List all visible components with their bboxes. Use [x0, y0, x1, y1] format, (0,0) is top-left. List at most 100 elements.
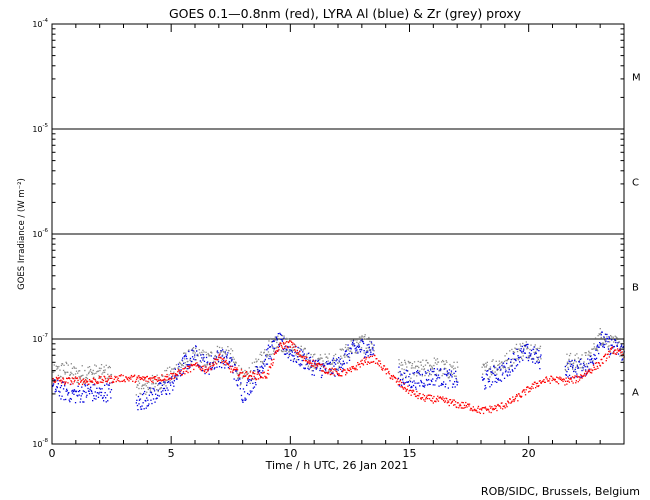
data-point — [347, 347, 349, 349]
data-point — [574, 368, 576, 371]
data-point — [101, 397, 104, 399]
data-point — [224, 367, 226, 369]
data-point — [321, 363, 323, 365]
data-point — [402, 377, 404, 380]
data-point — [582, 369, 585, 371]
data-point — [512, 352, 514, 354]
data-point — [603, 346, 605, 348]
data-point — [236, 370, 238, 372]
data-point — [158, 379, 160, 381]
data-point — [579, 377, 581, 379]
data-point — [95, 365, 97, 367]
data-point — [533, 346, 535, 348]
data-point — [525, 356, 527, 359]
data-point — [181, 359, 183, 361]
data-point — [536, 360, 538, 362]
data-point — [101, 378, 103, 381]
data-point — [222, 354, 224, 356]
data-point — [361, 335, 363, 337]
data-point — [57, 377, 59, 379]
data-point — [60, 376, 62, 378]
data-point — [342, 370, 344, 372]
data-point — [280, 334, 283, 336]
data-point — [94, 384, 96, 386]
data-point — [126, 378, 128, 380]
data-point — [356, 345, 358, 347]
data-point — [422, 385, 425, 387]
data-point — [457, 402, 459, 404]
data-point — [355, 350, 357, 352]
data-point — [100, 391, 103, 394]
data-point — [371, 347, 374, 349]
data-point — [254, 373, 256, 375]
data-point — [423, 382, 425, 385]
data-point — [564, 365, 566, 368]
data-point — [439, 369, 441, 371]
data-point — [55, 390, 57, 392]
data-point — [184, 358, 186, 360]
data-point — [328, 353, 330, 355]
data-point — [201, 353, 204, 355]
data-point — [595, 349, 597, 351]
data-point — [350, 348, 352, 350]
data-point — [53, 380, 56, 383]
data-point — [606, 336, 608, 338]
data-point — [79, 390, 81, 392]
data-point — [157, 390, 159, 393]
data-point — [339, 375, 341, 377]
data-point — [539, 347, 541, 349]
data-point — [62, 381, 64, 384]
data-point — [191, 356, 194, 358]
data-point — [246, 382, 248, 384]
data-point — [139, 377, 141, 379]
data-point — [334, 353, 337, 355]
data-point — [125, 376, 127, 378]
data-point — [440, 368, 442, 371]
data-point — [388, 370, 390, 373]
data-point — [192, 352, 194, 354]
data-point — [526, 346, 529, 348]
data-point — [195, 347, 197, 350]
data-point — [452, 383, 455, 385]
data-point — [237, 374, 239, 376]
data-point — [494, 374, 496, 376]
data-point — [354, 348, 356, 350]
data-point — [79, 377, 81, 379]
data-point — [449, 399, 451, 401]
data-point — [421, 373, 423, 376]
data-point — [145, 380, 147, 382]
data-point — [502, 408, 504, 410]
data-point — [370, 341, 373, 343]
data-point — [367, 355, 369, 357]
data-point — [104, 384, 106, 386]
data-point — [429, 394, 431, 396]
data-point — [150, 391, 153, 393]
data-point — [590, 355, 592, 357]
data-point — [190, 360, 193, 363]
data-point — [221, 347, 223, 349]
data-point — [179, 371, 181, 373]
data-point — [209, 363, 211, 366]
data-point — [293, 349, 295, 351]
data-point — [436, 363, 438, 365]
data-point — [465, 401, 467, 404]
data-point — [292, 346, 295, 348]
data-point — [85, 376, 88, 379]
data-point — [225, 364, 227, 366]
data-point — [143, 376, 145, 378]
data-point — [454, 367, 456, 369]
data-point — [348, 370, 351, 372]
data-point — [551, 379, 553, 382]
data-point — [178, 361, 181, 364]
data-point — [91, 392, 93, 394]
data-point — [317, 360, 319, 362]
data-point — [357, 351, 359, 353]
data-point — [269, 346, 272, 348]
data-point — [302, 354, 304, 356]
data-point — [408, 384, 410, 386]
data-point — [136, 376, 138, 378]
data-point — [445, 368, 447, 370]
data-point — [164, 375, 166, 378]
data-point — [316, 367, 318, 370]
data-point — [151, 393, 154, 396]
